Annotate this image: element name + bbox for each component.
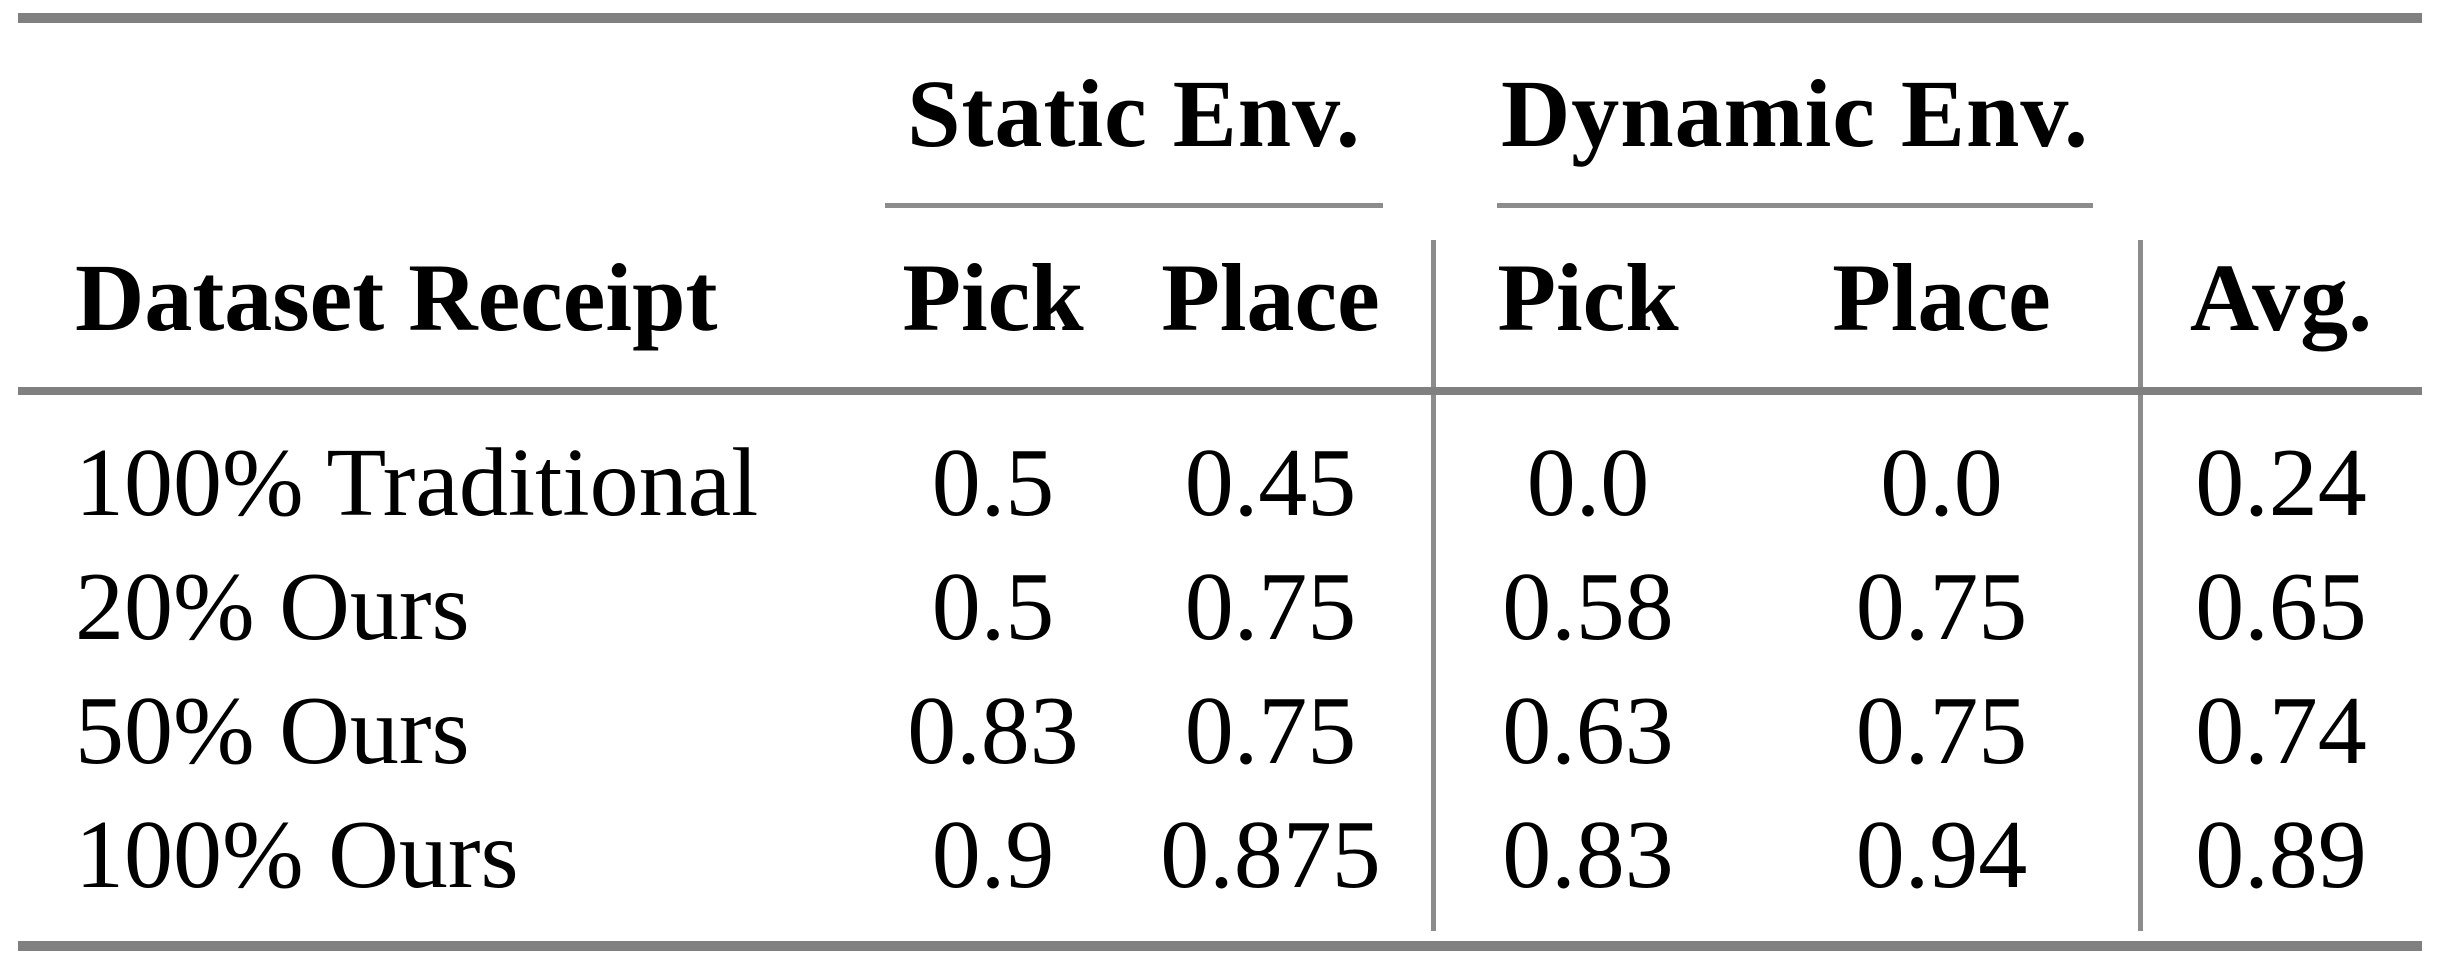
cmidrule-static-env bbox=[885, 203, 1383, 208]
table-body: 100% Traditional 0.5 0.45 0.0 0.0 0.24 2… bbox=[18, 395, 2422, 941]
row-label: 50% Ours bbox=[75, 677, 470, 785]
group-header-static-env: Static Env. bbox=[907, 59, 1361, 167]
data-cell-static-pick: 0.83 bbox=[907, 677, 1079, 785]
column-header-static-pick: Pick bbox=[902, 244, 1084, 351]
table-row: 50% Ours 0.83 0.75 0.63 0.75 0.74 bbox=[18, 669, 2422, 793]
column-header-static-place: Place bbox=[1161, 244, 1380, 351]
data-cell-dynamic-pick: 0.0 bbox=[1526, 429, 1650, 537]
data-cell-static-place: 0.45 bbox=[1184, 429, 1357, 537]
data-cell-avg: 0.74 bbox=[2195, 677, 2367, 785]
data-cell-dynamic-pick: 0.83 bbox=[1502, 801, 1674, 909]
data-cell-avg: 0.89 bbox=[2195, 801, 2367, 909]
row-label: 100% Ours bbox=[75, 801, 519, 909]
column-header-dynamic-pick: Pick bbox=[1497, 244, 1679, 351]
column-separator-static-dynamic bbox=[1431, 240, 1436, 931]
row-label: 20% Ours bbox=[75, 553, 470, 661]
cmidrule-dynamic-env bbox=[1497, 203, 2093, 208]
data-cell-static-pick: 0.9 bbox=[931, 801, 1055, 909]
data-cell-static-place: 0.875 bbox=[1160, 801, 1381, 909]
data-cell-dynamic-pick: 0.58 bbox=[1502, 553, 1674, 661]
top-rule bbox=[18, 13, 2422, 23]
column-separator-dynamic-avg bbox=[2138, 240, 2143, 931]
mid-rule bbox=[18, 387, 2422, 395]
data-cell-dynamic-place: 0.75 bbox=[1855, 677, 2028, 785]
column-header-avg: Avg. bbox=[2189, 244, 2373, 351]
row-label: 100% Traditional bbox=[75, 429, 759, 537]
data-cell-static-place: 0.75 bbox=[1184, 677, 1357, 785]
column-header-dynamic-place: Place bbox=[1832, 244, 2051, 351]
column-header-dataset-receipt: Dataset Receipt bbox=[75, 244, 718, 351]
group-header-row: Static Env. Dynamic Env. bbox=[18, 23, 2422, 203]
data-cell-static-pick: 0.5 bbox=[931, 553, 1055, 661]
data-cell-dynamic-place: 0.0 bbox=[1880, 429, 2003, 537]
results-table: Static Env. Dynamic Env. Dataset Receipt… bbox=[18, 13, 2422, 951]
table-row: 20% Ours 0.5 0.75 0.58 0.75 0.65 bbox=[18, 545, 2422, 669]
bottom-rule bbox=[18, 941, 2422, 951]
data-cell-static-place: 0.75 bbox=[1184, 553, 1357, 661]
data-cell-dynamic-place: 0.94 bbox=[1855, 801, 2028, 909]
column-header-row: Dataset Receipt Pick Place Pick Place Av… bbox=[18, 208, 2422, 387]
table-row: 100% Ours 0.9 0.875 0.83 0.94 0.89 bbox=[18, 793, 2422, 917]
data-cell-avg: 0.24 bbox=[2195, 429, 2367, 537]
table-row: 100% Traditional 0.5 0.45 0.0 0.0 0.24 bbox=[18, 421, 2422, 545]
data-cell-dynamic-pick: 0.63 bbox=[1502, 677, 1674, 785]
data-cell-dynamic-place: 0.75 bbox=[1855, 553, 2028, 661]
group-header-dynamic-env: Dynamic Env. bbox=[1500, 59, 2090, 167]
data-cell-static-pick: 0.5 bbox=[931, 429, 1055, 537]
data-cell-avg: 0.65 bbox=[2195, 553, 2367, 661]
